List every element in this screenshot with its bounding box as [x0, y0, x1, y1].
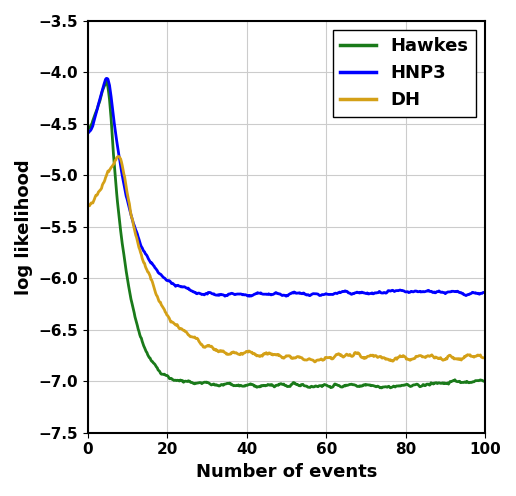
Hawkes	[412, 382, 418, 388]
DH	[323, 355, 329, 361]
Hawkes	[322, 382, 328, 388]
HNP3	[103, 75, 109, 81]
HNP3	[247, 293, 253, 299]
Hawkes	[482, 379, 488, 385]
DH	[301, 357, 307, 363]
DH	[482, 355, 488, 361]
HNP3	[301, 291, 308, 297]
Hawkes	[379, 385, 385, 391]
HNP3	[85, 129, 91, 135]
Hawkes	[85, 126, 91, 132]
Line: DH: DH	[88, 156, 485, 362]
DH	[85, 203, 91, 209]
DH	[275, 351, 281, 357]
Hawkes	[103, 78, 109, 84]
Line: Hawkes: Hawkes	[88, 81, 485, 388]
Hawkes	[277, 381, 283, 387]
HNP3	[323, 291, 329, 297]
Hawkes	[474, 377, 480, 383]
HNP3	[278, 292, 284, 298]
DH	[115, 153, 121, 159]
X-axis label: Number of events: Number of events	[196, 463, 377, 481]
DH	[277, 353, 283, 359]
Hawkes	[275, 382, 281, 388]
HNP3	[482, 289, 488, 295]
DH	[474, 352, 480, 358]
Y-axis label: log likelihood: log likelihood	[15, 159, 33, 295]
HNP3	[412, 288, 418, 294]
DH	[412, 355, 418, 361]
Line: HNP3: HNP3	[88, 78, 485, 296]
Hawkes	[301, 382, 307, 388]
HNP3	[474, 291, 480, 297]
DH	[312, 359, 318, 365]
HNP3	[275, 291, 281, 297]
Legend: Hawkes, HNP3, DH: Hawkes, HNP3, DH	[333, 30, 476, 117]
